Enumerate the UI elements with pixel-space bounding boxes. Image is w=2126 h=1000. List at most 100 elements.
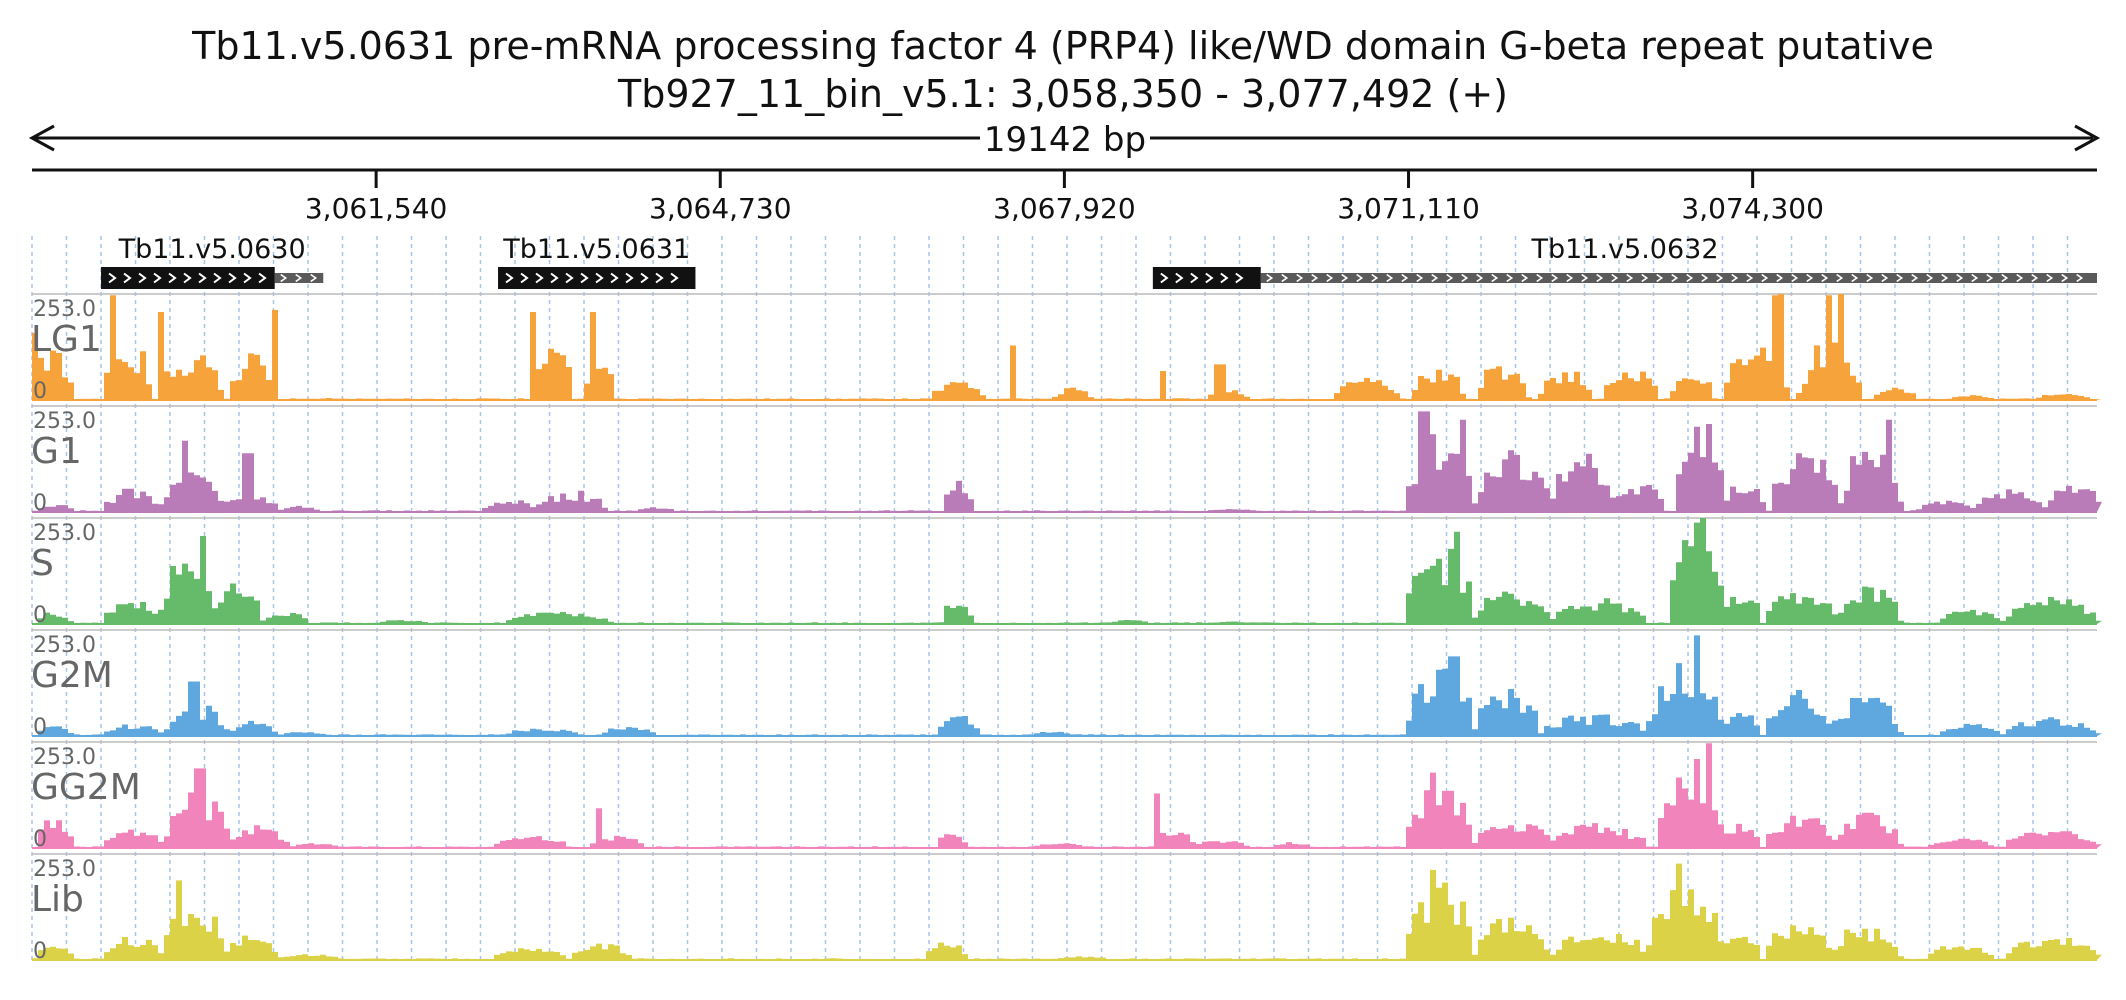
utr-strand-chevron-icon xyxy=(1851,273,1859,283)
utr-strand-chevron-icon xyxy=(1656,273,1664,283)
cds-strand-chevron-icon xyxy=(123,272,132,284)
coverage-track: 253.0 0 G1 xyxy=(31,405,2102,516)
utr-strand-chevron-icon xyxy=(1776,273,1784,283)
locus-subtitle: Tb927_11_bin_v5.1: 3,058,350 - 3,077,492… xyxy=(617,72,1508,116)
utr-strand-chevron-icon xyxy=(1581,273,1589,283)
track-ymax-label: 253.0 xyxy=(33,745,96,770)
utr-strand-chevron-icon xyxy=(2061,273,2069,283)
gene-cds[interactable] xyxy=(1152,267,1261,289)
track-ymax-label: 253.0 xyxy=(33,521,96,546)
track-ymax-label: 253.0 xyxy=(33,857,96,882)
span-label: 19142 bp xyxy=(984,120,1146,160)
track-name: GG2M xyxy=(31,767,141,808)
utr-strand-chevron-icon xyxy=(1986,273,1994,283)
utr-strand-chevron-icon xyxy=(1686,273,1694,283)
cds-strand-chevron-icon xyxy=(1235,272,1244,284)
coverage-area xyxy=(32,411,2102,512)
utr-strand-chevron-icon xyxy=(1566,273,1574,283)
cds-strand-chevron-icon xyxy=(550,272,559,284)
utr-strand-chevron-icon xyxy=(1551,273,1559,283)
track-ymin-label: 0 xyxy=(33,379,47,404)
cds-strand-chevron-icon xyxy=(580,272,589,284)
track-ymin-label: 0 xyxy=(33,939,47,964)
cds-strand-chevron-icon xyxy=(595,272,604,284)
cds-strand-chevron-icon xyxy=(535,272,544,284)
utr-strand-chevron-icon xyxy=(1461,273,1469,283)
utr-strand-chevron-icon xyxy=(1401,273,1409,283)
cds-strand-chevron-icon xyxy=(153,272,162,284)
cds-strand-chevron-icon xyxy=(670,272,679,284)
grid-lines xyxy=(31,236,2069,962)
track-ymin-label: 0 xyxy=(33,715,47,740)
cds-strand-chevron-icon xyxy=(1160,272,1169,284)
track-ymin-label: 0 xyxy=(33,827,47,852)
utr-strand-chevron-icon xyxy=(295,273,303,283)
cds-strand-chevron-icon xyxy=(183,272,192,284)
track-name: G2M xyxy=(31,655,113,696)
track-name: G1 xyxy=(31,431,82,472)
gene-utr xyxy=(1260,273,2097,283)
utr-strand-chevron-icon xyxy=(2016,273,2024,283)
utr-strand-chevron-icon xyxy=(1956,273,1964,283)
coverage-tracks: 253.00LG1253.00G1253.00S253.00G2M253.00G… xyxy=(31,293,2102,964)
page-title: Tb11.v5.0631 pre-mRNA processing factor … xyxy=(192,24,1934,68)
ruler-ticks: 3,061,540 3,064,730 3,067,920 3,071,110 3,07… xyxy=(305,170,1824,225)
utr-strand-chevron-icon xyxy=(1281,273,1289,283)
cds-strand-chevron-icon xyxy=(228,272,237,284)
ruler-tick-label: 3,061,540 xyxy=(305,192,448,225)
cds-strand-chevron-icon xyxy=(505,272,514,284)
cds-strand-chevron-icon xyxy=(520,272,529,284)
utr-strand-chevron-icon xyxy=(1941,273,1949,283)
utr-strand-chevron-icon xyxy=(1716,273,1724,283)
cds-strand-chevron-icon xyxy=(243,272,252,284)
cds-strand-chevron-icon xyxy=(1220,272,1229,284)
cds-strand-chevron-icon xyxy=(198,272,207,284)
utr-strand-chevron-icon xyxy=(1896,273,1904,283)
track-ymin-label: 0 xyxy=(33,491,47,516)
ruler-tick-label: 3,064,730 xyxy=(649,192,792,225)
coverage-track: 253.0 0 GG2M xyxy=(31,741,2102,852)
track-ymax-label: 253.0 xyxy=(33,409,96,434)
cds-strand-chevron-icon xyxy=(610,272,619,284)
utr-strand-chevron-icon xyxy=(1731,273,1739,283)
utr-strand-chevron-icon xyxy=(1971,273,1979,283)
coverage-track: 253.0 0 Lib xyxy=(31,853,2102,964)
ruler-tick-label: 3,067,920 xyxy=(993,192,1136,225)
coverage-area xyxy=(32,518,2102,624)
utr-strand-chevron-icon xyxy=(1821,273,1829,283)
gene-track: Tb11.v5.0630 Tb11.v5.0631 Tb11.v5.0632 xyxy=(101,234,2097,289)
gene-label: Tb11.v5.0632 xyxy=(1530,234,1718,265)
utr-strand-chevron-icon xyxy=(1356,273,1364,283)
utr-strand-chevron-icon xyxy=(1761,273,1769,283)
utr-strand-chevron-icon xyxy=(1806,273,1814,283)
utr-strand-chevron-icon xyxy=(1536,273,1544,283)
utr-strand-chevron-icon xyxy=(1881,273,1889,283)
gene-cds[interactable] xyxy=(498,267,696,289)
coverage-track: 253.0 0 G2M xyxy=(31,629,2102,740)
utr-strand-chevron-icon xyxy=(1416,273,1424,283)
cds-strand-chevron-icon xyxy=(565,272,574,284)
cds-strand-chevron-icon xyxy=(625,272,634,284)
utr-strand-chevron-icon xyxy=(1266,273,1274,283)
utr-strand-chevron-icon xyxy=(1611,273,1619,283)
cds-strand-chevron-icon xyxy=(168,272,177,284)
coverage-area xyxy=(32,743,2102,848)
cds-strand-chevron-icon xyxy=(213,272,222,284)
utr-strand-chevron-icon xyxy=(1836,273,1844,283)
coverage-area xyxy=(32,635,2102,736)
utr-strand-chevron-icon xyxy=(1866,273,1874,283)
utr-strand-chevron-icon xyxy=(2076,273,2084,283)
span-indicator: 19142 bp xyxy=(28,120,2101,160)
cds-strand-chevron-icon xyxy=(655,272,664,284)
utr-strand-chevron-icon xyxy=(1671,273,1679,283)
gene-cds[interactable] xyxy=(101,267,275,289)
utr-strand-chevron-icon xyxy=(1911,273,1919,283)
cds-strand-chevron-icon xyxy=(108,272,117,284)
cds-strand-chevron-icon xyxy=(1175,272,1184,284)
utr-strand-chevron-icon xyxy=(1596,273,1604,283)
utr-strand-chevron-icon xyxy=(1701,273,1709,283)
utr-strand-chevron-icon xyxy=(1641,273,1649,283)
utr-strand-chevron-icon xyxy=(1746,273,1754,283)
track-name: Lib xyxy=(31,879,84,920)
